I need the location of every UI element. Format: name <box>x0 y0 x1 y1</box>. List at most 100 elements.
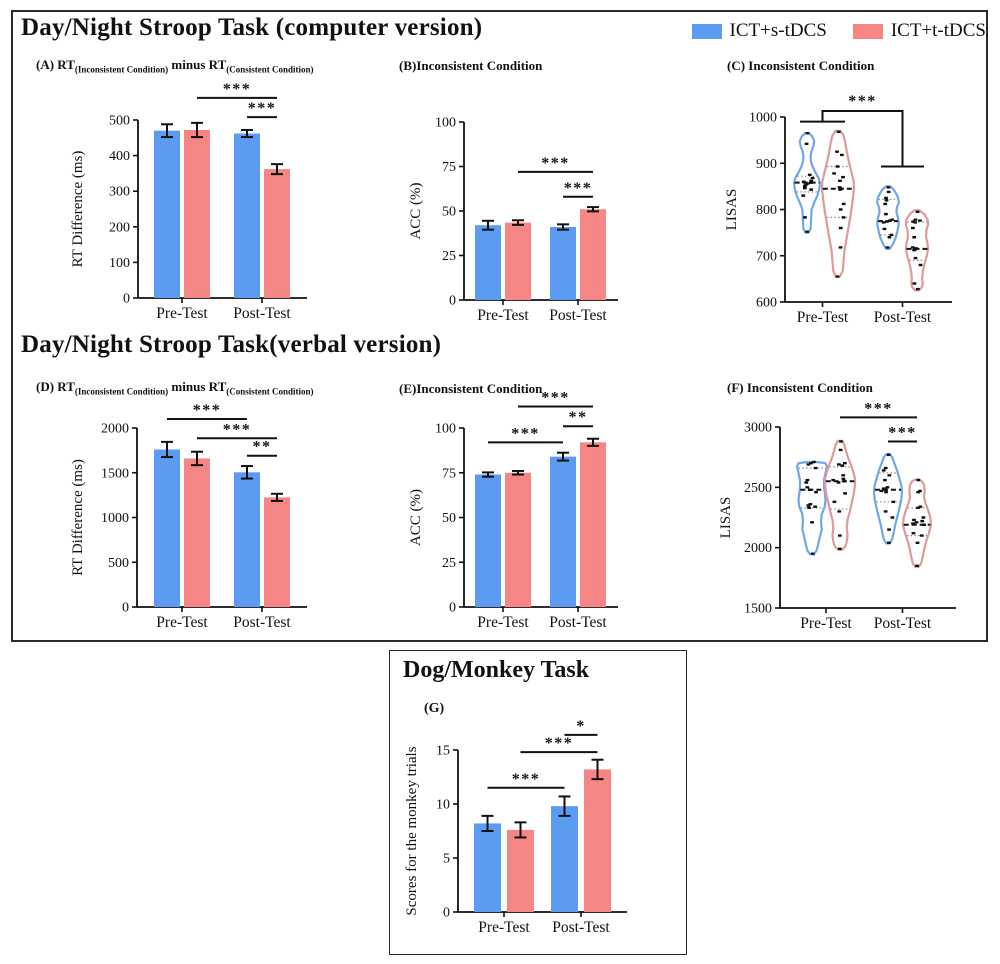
sig-label: *** <box>564 180 593 197</box>
sig-label: *** <box>512 771 541 788</box>
violin-data-point <box>886 190 891 194</box>
violin-data-point <box>912 236 917 239</box>
bar-post-test-ict+t-tdcs <box>264 169 290 298</box>
violin-data-point <box>883 466 888 470</box>
bar-pre-test-ict+t-tdcs <box>505 222 531 300</box>
sig-label: *** <box>864 400 893 417</box>
y-axis-label: RT Difference (ms) <box>70 151 86 268</box>
violin-data-point <box>814 490 818 494</box>
violin-data-point <box>810 521 814 524</box>
y-tick-label: 25 <box>442 556 456 571</box>
bar-post-test-ict+s-tdcs <box>234 472 260 607</box>
sig-label: *** <box>193 402 222 419</box>
violin-data-point <box>813 505 818 508</box>
x-group-label: Pre-Test <box>156 305 208 322</box>
error-bar <box>271 492 283 502</box>
violin-data-point <box>921 516 926 519</box>
violin-data-point <box>913 221 917 224</box>
violin-data-point <box>885 246 890 249</box>
violin-data-point <box>886 453 891 456</box>
violin-data-point <box>883 202 888 206</box>
panel-C-chart: 600 700 800 900 1000 LISAS Pre-Test Post-Test **… <box>724 93 952 326</box>
error-bar <box>241 465 253 480</box>
violin-data-point <box>914 521 919 524</box>
violin-data-point <box>915 287 920 291</box>
violin-data-point <box>912 249 917 252</box>
legend-swatch-red-icon <box>852 23 883 39</box>
bar-pre-test-ict+t-tdcs <box>184 458 210 607</box>
panel-G-chart: 0 5 10 15 Scores for the monkey trials Pre-Te… <box>404 718 627 936</box>
sig-label: ** <box>569 409 588 426</box>
sig-bracket <box>800 109 924 168</box>
violin-data-point <box>836 481 841 484</box>
violin-data-point <box>838 448 843 452</box>
violin-data-point <box>915 564 919 567</box>
violin-data-point <box>806 463 811 466</box>
violin-data-point <box>803 216 807 219</box>
x-group-label: Pre-Test <box>797 309 849 326</box>
x-group-label: Post-Test <box>874 309 932 326</box>
violin-data-point <box>883 488 888 491</box>
sig-label: *** <box>511 425 540 442</box>
violin-data-point <box>837 534 842 537</box>
violin-data-point <box>885 486 890 489</box>
panel-title-text: minus RT <box>168 379 227 394</box>
sig-label: * <box>576 718 586 735</box>
bar-pre-test-ict+t-tdcs <box>505 472 531 607</box>
bar-pre-test-ict+s-tdcs <box>154 449 180 607</box>
legend-swatch-blue-icon <box>691 23 722 39</box>
y-tick-label: 1500 <box>744 602 772 617</box>
violin-data-point <box>910 226 915 230</box>
y-tick-label: 25 <box>442 249 456 264</box>
violin-post-test-ict+t-tdcs <box>901 478 933 569</box>
x-group-label: Pre-Test <box>478 919 530 936</box>
panel-D-title: (D) RT(Inconsistent Condition) minus RT(… <box>36 379 314 397</box>
x-group-label: Pre-Test <box>477 307 529 324</box>
x-group-label: Pre-Test <box>477 614 529 631</box>
violin-data-point <box>884 212 888 216</box>
violin-data-point <box>883 510 888 513</box>
error-bar <box>161 123 173 139</box>
violin-data-point <box>810 176 815 180</box>
y-tick-label: 50 <box>442 205 456 220</box>
legend-label: ICT+t-tDCS <box>890 20 986 41</box>
violin-data-point <box>837 510 842 513</box>
panel-title-subscript: (Consistent Condition) <box>226 64 314 75</box>
violin-data-point <box>882 227 887 231</box>
violin-data-point <box>916 478 921 482</box>
violin-data-point <box>805 131 810 135</box>
sig-label: *** <box>248 100 277 117</box>
violin-data-point <box>838 208 843 211</box>
violin-data-point <box>832 172 836 175</box>
y-tick-label: 50 <box>442 511 456 526</box>
violin-pre-test-ict+t-tdcs <box>823 439 857 551</box>
y-tick-label: 0 <box>122 601 129 616</box>
x-group-label: Post-Test <box>549 614 607 631</box>
panel-title-subscript: (Consistent Condition) <box>226 386 314 397</box>
violin-data-point <box>837 463 841 466</box>
panel-B-chart: 0 25 50 75 100 ACC (%) Pre-Test Post-Test *** *** <box>408 116 618 324</box>
error-bar <box>241 128 253 139</box>
violin-data-point <box>841 175 845 179</box>
violin-data-point <box>843 492 848 495</box>
panel-B-title: (B)Inconsistent Condition <box>399 58 542 74</box>
y-axis-label: Scores for the monkey trials <box>404 746 420 915</box>
violin-data-point <box>841 477 846 481</box>
violin-data-point <box>912 518 916 522</box>
bar-post-test-ict+s-tdcs <box>550 227 576 300</box>
y-tick-label: 2000 <box>744 541 772 556</box>
legend-item-ict-t-tdcs: ICT+t-tDCS <box>852 20 986 42</box>
violin-data-point <box>841 202 846 206</box>
violin-data-point <box>915 541 920 545</box>
violin-data-point <box>836 130 841 133</box>
violin-data-point <box>879 489 884 493</box>
error-bar <box>191 450 203 467</box>
sig-label: ** <box>253 439 272 456</box>
panel-title-text: (A) RT <box>36 57 75 72</box>
violin-data-point <box>801 180 806 183</box>
panel-title-text: (G) <box>424 701 445 716</box>
violin-data-point <box>884 199 889 202</box>
y-tick-label: 1000 <box>749 111 777 126</box>
y-axis-label: RT Difference (ms) <box>70 459 86 576</box>
